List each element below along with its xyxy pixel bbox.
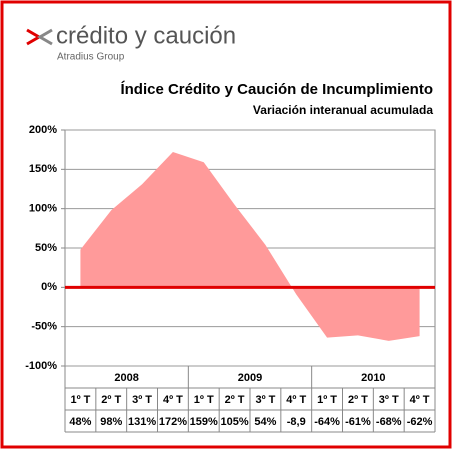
group-label: 2009 [238,372,262,384]
logo: crédito y caución Atradius Group [26,22,236,63]
value-label: -68% [376,416,402,428]
group-label: 2008 [114,372,138,384]
value-label: 172% [159,416,187,428]
chart-title: Índice Crédito y Caución de Incumplimien… [120,81,433,98]
y-tick-label: 0% [41,281,57,293]
value-label: -64% [314,416,340,428]
chart-subtitle: Variación interanual acumulada [253,103,433,117]
area [80,152,420,341]
y-tick-label: 200% [29,124,57,136]
x-tick-label: 3º T [255,394,275,406]
x-tick-label: 2º T [225,394,245,406]
value-label: 48% [69,416,91,428]
x-tick-label: 1º T [194,394,214,406]
value-label: 54% [254,416,276,428]
logo-mark [37,28,53,46]
x-tick-label: 1º T [317,394,337,406]
x-tick-label: 3º T [379,394,399,406]
y-tick-label: -50% [31,321,57,333]
value-label: 159% [190,416,218,428]
x-tick-label: 4º T [410,394,430,406]
value-label: 98% [100,416,122,428]
logo-name: crédito y caución [56,22,236,49]
x-tick-label: 2º T [348,394,368,406]
value-label: -8,9 [287,416,306,428]
group-label: 2010 [361,372,385,384]
logo-group: Atradius Group [57,52,125,63]
value-label: -61% [345,416,371,428]
value-label: -62% [407,416,433,428]
y-tick-label: 150% [29,163,57,175]
y-tick-label: -100% [25,360,57,372]
value-label: 131% [128,416,156,428]
x-tick-label: 2º T [101,394,121,406]
x-tick-label: 3º T [132,394,152,406]
x-tick-label: 4º T [163,394,183,406]
x-tick-label: 4º T [286,394,306,406]
y-tick-label: 50% [35,242,57,254]
x-tick-label: 1º T [70,394,90,406]
y-tick-label: 100% [29,203,57,215]
value-label: 105% [221,416,249,428]
